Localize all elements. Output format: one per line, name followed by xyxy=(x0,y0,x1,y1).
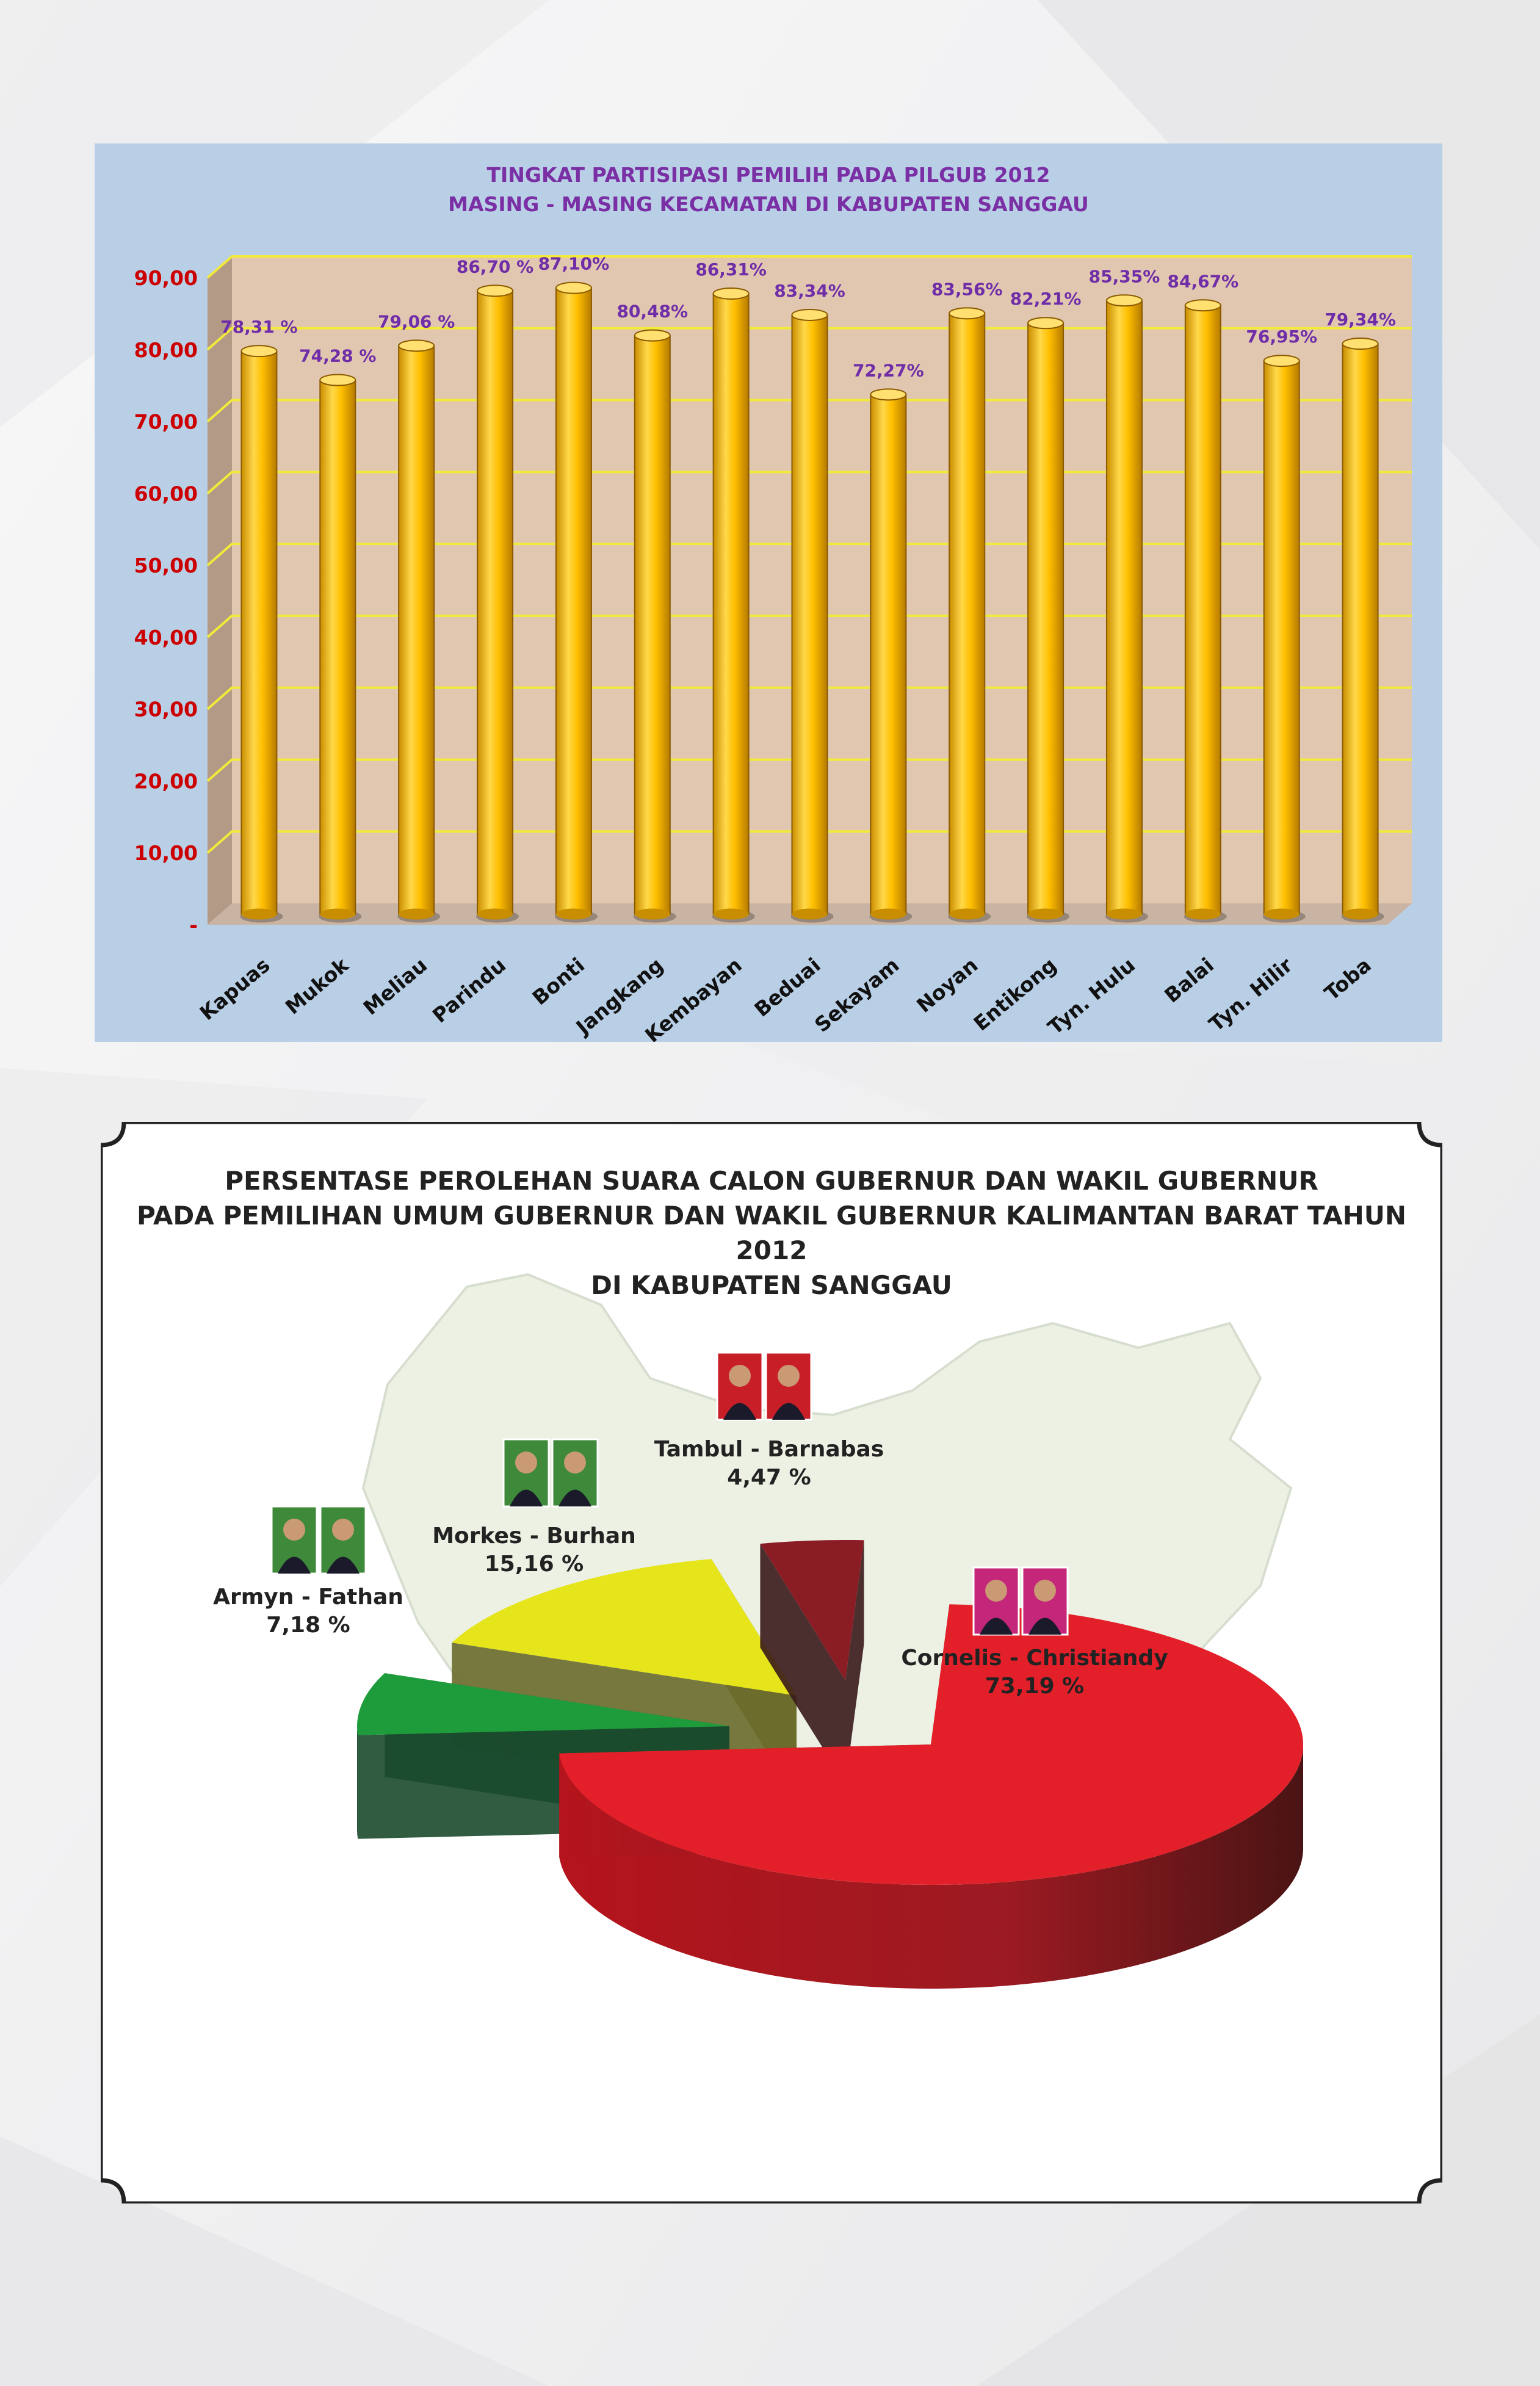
y-tick-label: 50,00 xyxy=(134,554,198,577)
bar-value-label: 86,70 % xyxy=(457,256,533,277)
y-tick-label: - xyxy=(189,913,198,937)
pie-slice xyxy=(559,1604,1303,1989)
bar-value-label: 79,34% xyxy=(1325,309,1396,330)
bar xyxy=(240,345,283,923)
y-tick-label: 10,00 xyxy=(134,841,198,865)
gridline xyxy=(206,399,1412,423)
bar xyxy=(869,388,913,923)
category-label: Meliau xyxy=(359,953,432,1019)
bar-value-label: 74,28 % xyxy=(299,346,376,366)
bar xyxy=(397,339,441,923)
pie-slice-name: Cornelis - Christiandy xyxy=(901,1646,1168,1671)
y-tick-label: 70,00 xyxy=(134,410,198,434)
category-label: Toba xyxy=(1320,953,1375,1005)
bar xyxy=(1341,338,1384,923)
pie-chart-title-line3: DI KABUPATEN SANGGAU xyxy=(591,1270,952,1300)
bar-value-label: 83,34% xyxy=(774,281,845,301)
category-label: Kapuas xyxy=(195,953,275,1025)
gridline xyxy=(206,758,1412,782)
category-label: Noyan xyxy=(912,953,982,1017)
category-label: Balai xyxy=(1160,953,1218,1007)
category-label: Mukok xyxy=(281,953,353,1019)
pie-slice-value-label: 7,18 % xyxy=(266,1613,350,1638)
pie-slice-name: Armyn - Fathan xyxy=(213,1585,403,1610)
y-tick-label: 90,00 xyxy=(134,266,198,290)
bar-value-label: 85,35% xyxy=(1089,266,1160,286)
bar xyxy=(790,308,834,923)
category-label: Bonti xyxy=(528,953,589,1010)
bar-value-label: 86,31% xyxy=(695,259,767,280)
candidate-photo xyxy=(270,1505,367,1575)
y-tick-label: 60,00 xyxy=(134,482,198,505)
bar xyxy=(1027,317,1070,923)
candidate-photo xyxy=(502,1438,599,1508)
pie-chart-title-line2: PADA PEMILIHAN UMUM GUBERNUR DAN WAKIL G… xyxy=(136,1201,1407,1265)
bar-value-label: 80,48% xyxy=(616,302,688,322)
candidate-photo xyxy=(972,1566,1069,1636)
bar-chart-title-line2: MASING - MASING KECAMATAN DI KABUPATEN S… xyxy=(448,192,1089,216)
bar-value-label: 76,95% xyxy=(1246,327,1317,347)
gridline xyxy=(206,830,1412,854)
participation-bar-chart: TINGKAT PARTISIPASI PEMILIH PADA PILGUB … xyxy=(95,143,1442,1042)
bar-value-label: 84,67% xyxy=(1168,271,1239,291)
bar-value-label: 83,56% xyxy=(931,279,1003,299)
pie-chart-plot: Cornelis - Christiandy 73,19 % Armyn - Fat… xyxy=(101,1122,1442,2203)
vote-share-pie-chart: Cornelis - Christiandy 73,19 % Armyn - Fat… xyxy=(101,1122,1442,2203)
gridline xyxy=(206,614,1412,638)
y-tick-label: 20,00 xyxy=(134,769,198,793)
gridline xyxy=(206,686,1412,710)
bar-value-label: 79,06 % xyxy=(378,311,455,331)
gridline xyxy=(206,543,1412,566)
category-label: Sekayam xyxy=(810,953,903,1037)
bar xyxy=(633,329,676,923)
bar xyxy=(319,374,362,923)
bar xyxy=(948,307,991,923)
bar-chart-title-line1: TINGKAT PARTISIPASI PEMILIH PADA PILGUB … xyxy=(486,163,1050,187)
pie-slice xyxy=(760,1540,864,1784)
bar xyxy=(476,284,519,923)
bar-value-label: 82,21% xyxy=(1010,289,1082,309)
pie-slice-name: Tambul - Barnabas xyxy=(654,1437,884,1462)
pie-slice-value-label: 73,19 % xyxy=(985,1674,1084,1699)
bar-chart-plot: - 10,00 20,00 30,00 40,00 50,00 60,00 70,00 80,0… xyxy=(134,254,1412,1042)
gridline xyxy=(206,255,1412,279)
gridline xyxy=(206,327,1412,351)
category-label: Tyn. Hilir xyxy=(1204,953,1297,1036)
bar xyxy=(1105,294,1148,923)
pie-slice-value-label: 15,16 % xyxy=(485,1552,584,1577)
bar-value-label: 72,27% xyxy=(853,360,924,380)
y-tick-label: 40,00 xyxy=(134,626,198,649)
pie-chart-title-line1: PERSENTASE PEROLEHAN SUARA CALON GUBERNU… xyxy=(225,1166,1318,1196)
category-label: Tyn. Hulu xyxy=(1043,953,1140,1039)
bar-value-label: 78,31 % xyxy=(220,317,297,337)
bar xyxy=(1184,299,1227,923)
pie-slice-value-label: 4,47 % xyxy=(727,1465,811,1490)
y-tick-label: 30,00 xyxy=(134,698,198,721)
gridline xyxy=(206,471,1412,494)
y-tick-label: 80,00 xyxy=(134,338,198,362)
bar xyxy=(712,287,755,923)
pie-slice-name: Morkes - Burhan xyxy=(432,1524,636,1549)
bar-value-label: 87,10% xyxy=(538,254,610,274)
plot-side-wall xyxy=(208,256,232,925)
candidate-photo xyxy=(716,1351,812,1421)
category-label: Parindu xyxy=(428,953,510,1027)
category-label: Beduai xyxy=(750,953,825,1021)
bar xyxy=(1262,355,1306,923)
bar xyxy=(554,281,598,923)
